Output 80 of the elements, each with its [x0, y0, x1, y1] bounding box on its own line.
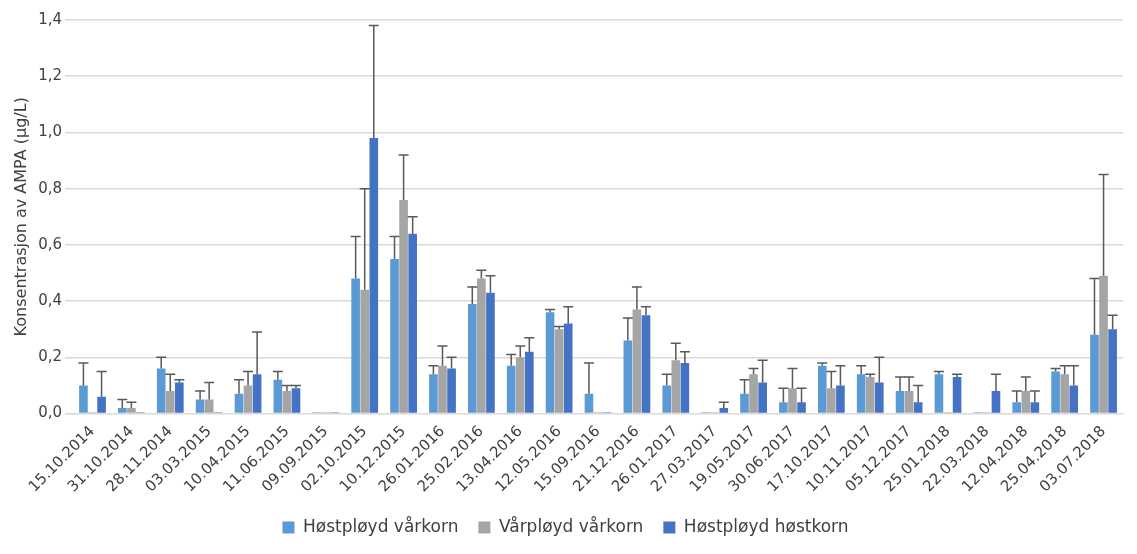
bar	[97, 396, 106, 413]
bar	[641, 315, 651, 413]
bar	[856, 374, 866, 413]
y-tick-label: 0,2	[38, 347, 63, 366]
bar	[671, 360, 681, 413]
bar	[291, 388, 301, 413]
bar	[175, 382, 184, 413]
bar	[1051, 371, 1060, 413]
bar	[719, 407, 729, 413]
bar	[865, 377, 875, 413]
y-tick-label: 0,0	[38, 403, 63, 422]
bar	[118, 407, 127, 413]
bar	[563, 323, 573, 413]
bar	[632, 309, 642, 413]
bar	[662, 385, 672, 413]
bar	[1030, 402, 1040, 413]
bar	[195, 399, 205, 413]
bar	[797, 402, 806, 413]
bar	[390, 258, 399, 413]
bar	[408, 233, 417, 413]
bar	[740, 393, 749, 413]
bar	[515, 357, 525, 413]
legend-label: Vårpløyd vårkorn	[498, 515, 644, 536]
bar	[1060, 374, 1069, 413]
bar	[477, 278, 486, 413]
bar	[79, 385, 88, 413]
bar	[399, 199, 408, 413]
bar	[486, 292, 495, 413]
bar	[1069, 385, 1079, 413]
bar	[429, 374, 438, 413]
y-axis-title: Konsentrasjon av AMPA (µg/L)	[10, 97, 30, 337]
bar	[545, 312, 555, 413]
bar	[506, 365, 516, 413]
bar	[836, 385, 845, 413]
bar	[554, 329, 564, 413]
bar	[584, 393, 594, 413]
bar	[165, 391, 175, 413]
bar	[273, 379, 283, 413]
bar	[934, 374, 944, 413]
bar	[234, 393, 244, 413]
bar	[525, 351, 534, 413]
y-tick-label: 0,6	[38, 234, 63, 253]
bar	[282, 391, 292, 413]
bar	[1012, 402, 1022, 413]
bar	[204, 399, 214, 413]
bar	[127, 407, 136, 413]
y-tick-label: 0,8	[38, 178, 63, 197]
bar	[243, 385, 253, 413]
bar	[1021, 391, 1031, 413]
bar	[895, 391, 905, 413]
bar	[788, 388, 797, 413]
bar	[369, 138, 379, 413]
bar	[913, 402, 923, 413]
bar	[252, 374, 262, 413]
bar	[904, 391, 914, 413]
bar	[351, 278, 360, 413]
bar	[1090, 334, 1099, 413]
bar	[875, 382, 884, 413]
bar	[1108, 329, 1117, 413]
y-tick-label: 1,4	[38, 9, 63, 28]
bar	[447, 368, 456, 413]
bar	[758, 382, 767, 413]
bar	[156, 368, 166, 413]
bar	[779, 402, 788, 413]
bar	[360, 289, 370, 413]
bar	[827, 388, 836, 413]
bar	[817, 365, 827, 413]
bar	[1099, 275, 1108, 413]
legend-label: Høstpløyd vårkorn	[302, 515, 459, 536]
bar	[680, 362, 690, 413]
y-tick-label: 1,2	[38, 66, 63, 85]
bar	[467, 303, 477, 413]
bar	[991, 391, 1001, 413]
y-tick-label: 1,0	[38, 122, 63, 141]
legend-label: Høstpløyd høstkorn	[683, 515, 849, 536]
bar	[623, 340, 633, 413]
bar	[952, 377, 962, 413]
y-tick-label: 0,4	[38, 290, 63, 309]
bar	[438, 365, 447, 413]
bar	[749, 374, 758, 413]
